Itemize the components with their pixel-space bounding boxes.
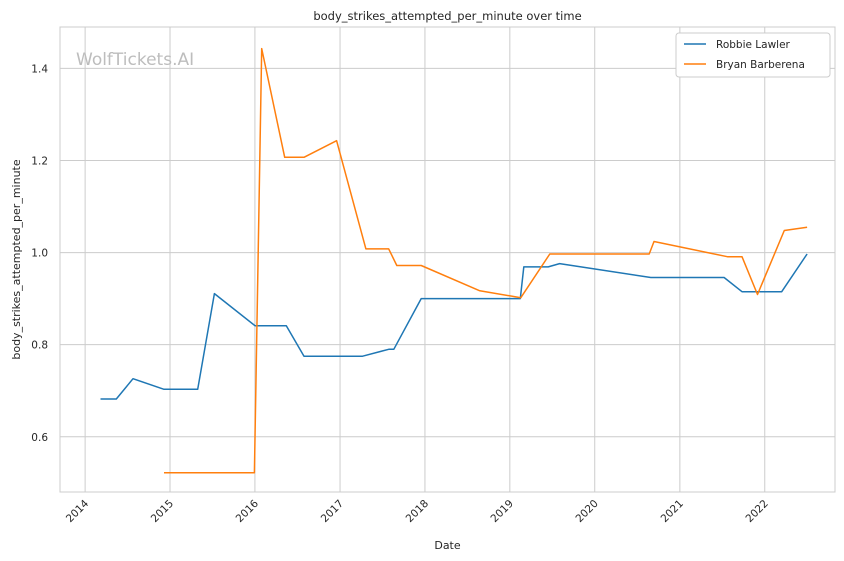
x-tick-label: 2021 bbox=[659, 498, 686, 525]
series-lines bbox=[100, 47, 808, 474]
y-tick-label: 0.6 bbox=[31, 432, 48, 444]
y-tick-label: 0.8 bbox=[31, 340, 48, 352]
x-tick-label: 2019 bbox=[489, 498, 516, 525]
x-tick-label: 2015 bbox=[149, 498, 176, 525]
legend: Robbie Lawler Bryan Barberena bbox=[675, 32, 831, 78]
y-tick-labels: 0.6 0.8 1.0 1.2 1.4 bbox=[31, 63, 48, 443]
legend-label-bryan-barberena: Bryan Barberena bbox=[716, 59, 805, 71]
watermark: WolfTickets.AI bbox=[76, 50, 194, 70]
chart-title: body_strikes_attempted_per_minute over t… bbox=[313, 9, 581, 23]
y-tick-label: 1.2 bbox=[31, 156, 48, 168]
series-line-robbie-lawler bbox=[100, 253, 808, 400]
legend-label-robbie-lawler: Robbie Lawler bbox=[716, 39, 791, 51]
x-tick-label: 2022 bbox=[743, 498, 770, 525]
x-tick-label: 2016 bbox=[234, 497, 262, 525]
x-tick-label: 2018 bbox=[404, 498, 431, 525]
x-tick-label: 2014 bbox=[64, 497, 92, 525]
x-tick-label: 2020 bbox=[573, 498, 600, 525]
y-tick-label: 1.0 bbox=[31, 248, 48, 260]
series-line-bryan-barberena bbox=[164, 47, 808, 474]
grid-lines bbox=[60, 27, 835, 492]
x-tick-label: 2017 bbox=[319, 498, 346, 525]
legend-box bbox=[675, 32, 831, 78]
x-tick-labels: 2014 2015 2016 2017 2018 2019 2020 2021 2022 bbox=[64, 497, 771, 525]
y-axis-label: body_strikes_attempted_per_minute bbox=[10, 159, 23, 359]
y-tick-label: 1.4 bbox=[31, 63, 48, 75]
plot-frame bbox=[59, 26, 836, 493]
x-axis-label: Date bbox=[434, 539, 461, 552]
